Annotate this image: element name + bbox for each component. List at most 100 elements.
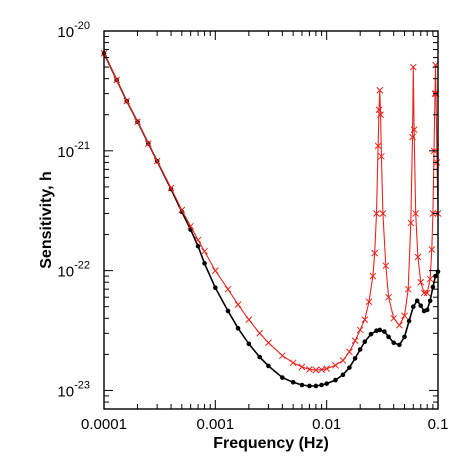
y-tick-label: 10-23 xyxy=(57,379,90,400)
data-point xyxy=(427,298,433,304)
tick-layer: 0.0001 0.001 0.01 0.1 10-23 10-22 10-21 10-20 xyxy=(57,20,448,433)
data-point xyxy=(365,298,373,306)
data-point xyxy=(298,363,306,371)
data-point xyxy=(382,329,387,334)
data-point xyxy=(194,236,202,244)
data-point xyxy=(279,352,286,360)
data-point xyxy=(369,272,377,280)
data-point xyxy=(396,321,403,329)
data-point xyxy=(377,327,383,333)
series-2 xyxy=(100,50,442,374)
data-point xyxy=(225,308,231,314)
data-point xyxy=(324,381,329,386)
data-point xyxy=(377,111,384,119)
data-point xyxy=(290,379,296,385)
data-point xyxy=(307,383,312,389)
data-point xyxy=(411,304,416,309)
x-tick-label: 0.001 xyxy=(197,416,235,433)
data-point xyxy=(386,334,391,340)
data-point xyxy=(401,312,408,320)
data-point xyxy=(407,219,415,227)
x-axis-label: Frequency (Hz) xyxy=(213,435,329,452)
data-point xyxy=(224,285,232,293)
data-point xyxy=(346,348,353,356)
data-point xyxy=(423,289,431,297)
data-point xyxy=(256,329,263,337)
data-point xyxy=(391,340,396,346)
plot-frame xyxy=(103,30,439,410)
data-point xyxy=(312,366,320,374)
data-point xyxy=(378,152,385,160)
x-tick-label: 0.1 xyxy=(428,416,449,433)
data-point xyxy=(313,383,319,389)
data-point xyxy=(213,285,218,291)
data-point xyxy=(280,375,285,380)
data-point xyxy=(265,339,272,347)
data-point xyxy=(404,285,412,293)
y-axis-label: Sensitivity, h xyxy=(38,171,55,269)
series-1 xyxy=(101,51,441,389)
data-point xyxy=(351,337,359,345)
data-point xyxy=(428,246,436,253)
data-point xyxy=(178,206,186,214)
data-point xyxy=(339,357,347,364)
data-point xyxy=(429,210,437,217)
data-point xyxy=(153,157,161,165)
data-point xyxy=(361,316,369,323)
data-point xyxy=(333,377,338,383)
data-point xyxy=(362,339,368,345)
data-point xyxy=(412,210,420,217)
data-point xyxy=(246,341,252,347)
data-point xyxy=(385,293,392,301)
data-point xyxy=(375,106,383,114)
data-point xyxy=(306,365,313,373)
data-point xyxy=(357,347,363,352)
data-point xyxy=(113,76,121,84)
data-point xyxy=(134,118,141,126)
data-point xyxy=(356,326,364,334)
x-tick-label: 0.01 xyxy=(312,416,341,433)
data-point xyxy=(245,316,253,323)
data-point xyxy=(368,331,374,337)
data-point xyxy=(374,142,382,150)
series-2-line xyxy=(103,53,439,371)
data-point xyxy=(123,97,131,105)
data-point xyxy=(417,278,425,286)
data-point xyxy=(379,210,387,217)
data-point xyxy=(430,284,436,290)
data-point xyxy=(234,301,242,309)
data-point xyxy=(409,133,416,141)
data-point xyxy=(406,318,412,324)
data-point xyxy=(373,210,380,217)
data-point xyxy=(201,247,208,255)
x-tick-label: 0.0001 xyxy=(81,416,127,433)
data-point xyxy=(402,334,407,340)
data-point xyxy=(371,249,379,257)
data-point xyxy=(195,243,201,249)
data-point xyxy=(410,126,418,134)
data-point xyxy=(144,140,152,147)
data-point xyxy=(376,86,384,94)
data-point xyxy=(409,63,417,71)
data-point xyxy=(347,365,352,370)
data-point xyxy=(414,253,422,261)
data-point xyxy=(319,382,324,388)
data-point xyxy=(266,363,271,369)
data-point xyxy=(202,261,207,266)
data-point xyxy=(418,303,424,308)
data-point xyxy=(414,298,420,304)
data-point xyxy=(332,361,339,369)
data-point xyxy=(382,262,390,270)
data-point xyxy=(426,275,434,283)
data-point xyxy=(352,356,358,361)
data-point xyxy=(318,366,325,374)
data-point xyxy=(390,314,398,322)
data-point xyxy=(299,382,305,388)
y-tick-label: 10-21 xyxy=(57,140,90,161)
data-point xyxy=(187,222,194,230)
data-point xyxy=(167,184,175,192)
data-point xyxy=(340,372,346,378)
data-point xyxy=(424,307,430,313)
data-point xyxy=(420,289,428,297)
